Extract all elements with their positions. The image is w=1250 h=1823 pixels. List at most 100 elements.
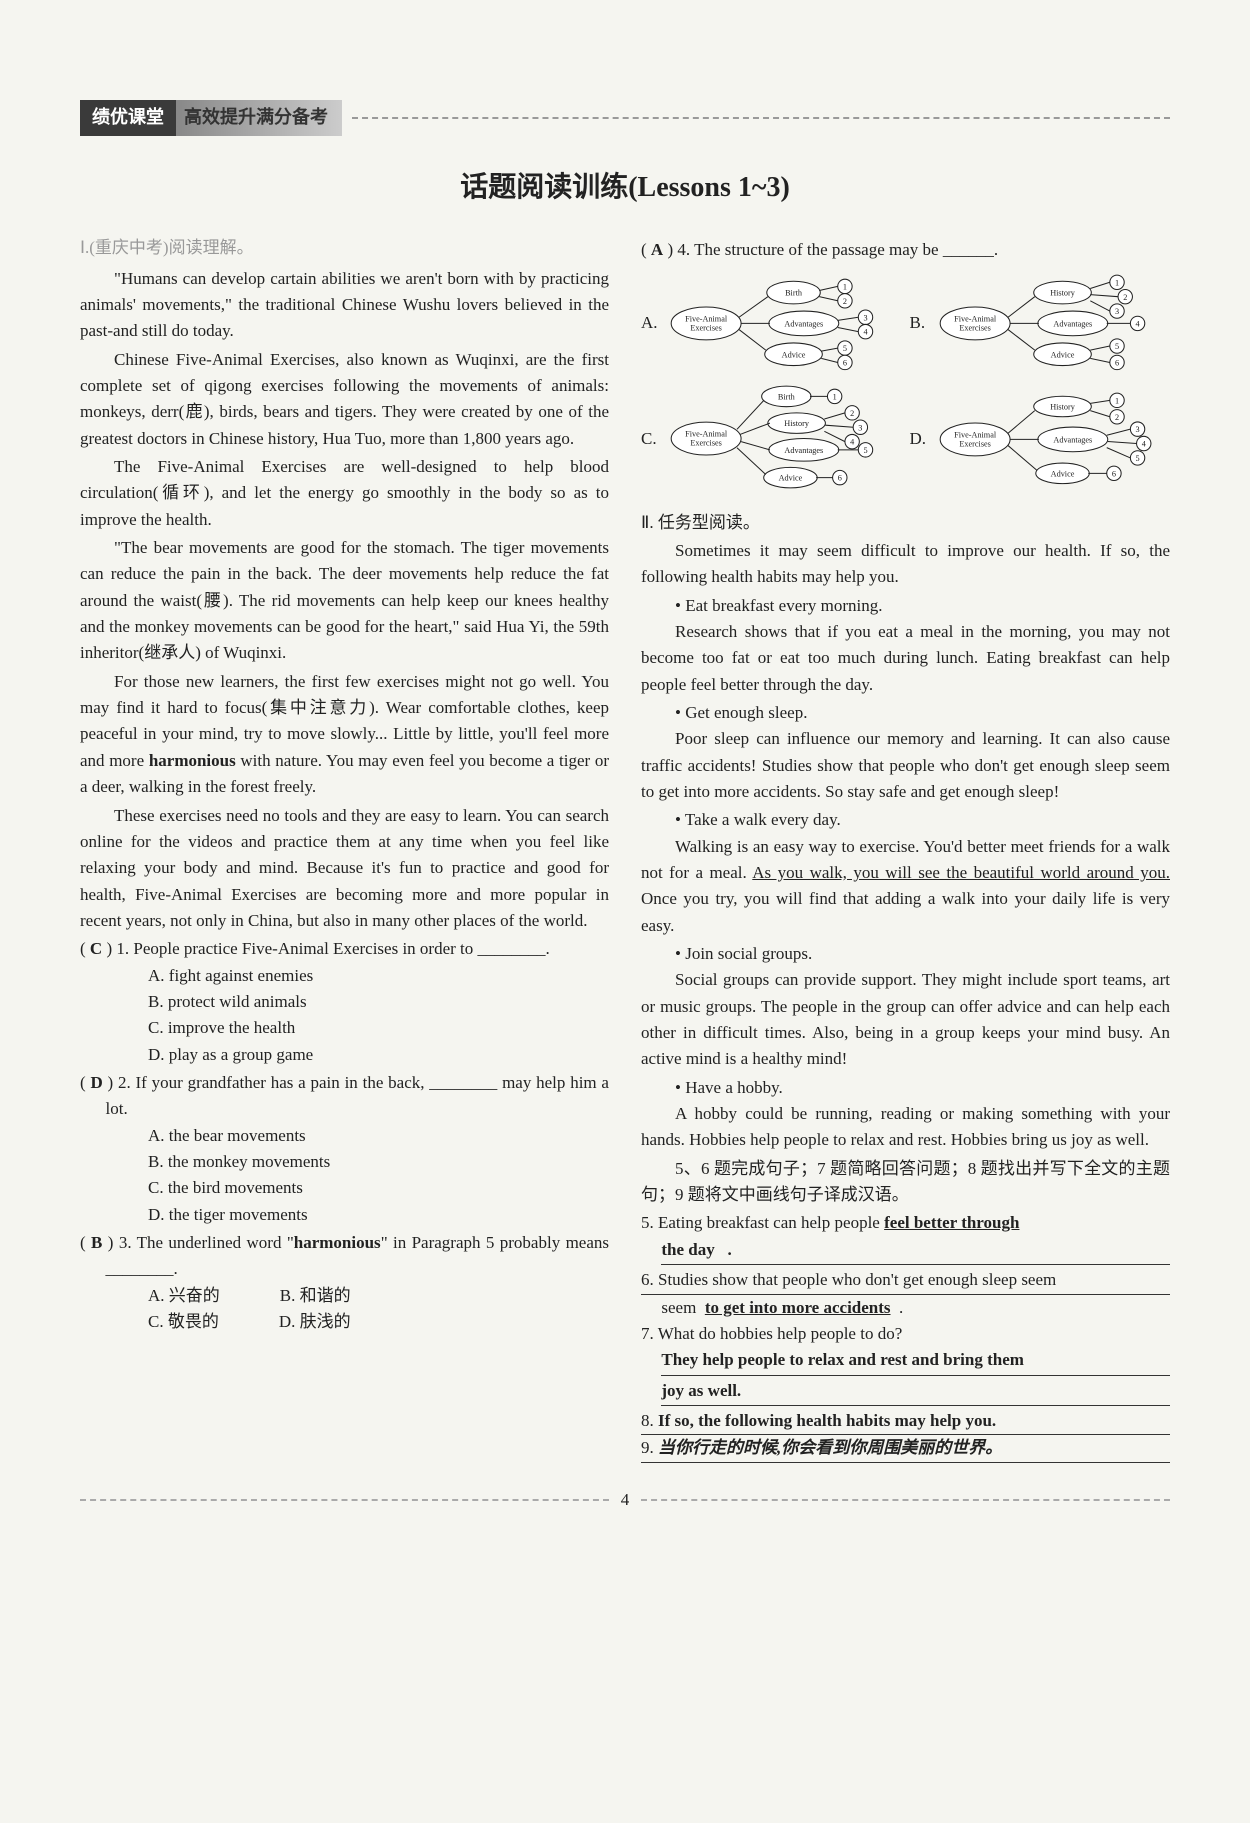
svg-text:Advice: Advice [1050, 350, 1074, 359]
svg-text:5: 5 [863, 446, 867, 455]
diagram-a: A. [641, 272, 902, 375]
diag-a-label: A. [641, 310, 665, 336]
svg-text:Exercises: Exercises [959, 439, 991, 448]
q3-opt-d: D. 肤浅的 [279, 1309, 351, 1335]
bullet-3: • Take a walk every day. [641, 807, 1170, 833]
svg-text:4: 4 [863, 327, 867, 336]
question-6: 6. Studies show that people who don't ge… [641, 1267, 1170, 1294]
svg-text:Exercises: Exercises [690, 439, 722, 448]
left-column: Ⅰ.(重庆中考)阅读理解。 "Humans can develop cartai… [80, 235, 609, 1462]
footer-rule-left [80, 1499, 609, 1501]
q2-opt-d: D. the tiger movements [148, 1202, 609, 1228]
p5-bold: harmonious [149, 751, 236, 770]
svg-text:3: 3 [1135, 425, 1139, 434]
svg-text:Birth: Birth [785, 288, 802, 297]
diag-c-svg: Five-AnimalExercises Birth History Advant… [665, 382, 902, 495]
svg-text:2: 2 [850, 409, 854, 418]
question-1: ( C ) 1. People practice Five-Animal Exe… [106, 936, 610, 962]
svg-text:History: History [784, 420, 810, 429]
bullet-1: • Eat breakfast every morning. [641, 593, 1170, 619]
passage-p3: The Five-Animal Exercises are well-desig… [80, 454, 609, 533]
r-p6: A hobby could be running, reading or mak… [641, 1101, 1170, 1154]
q5-ans2: the day . [661, 1237, 1170, 1265]
q5-ans1: feel better through [884, 1213, 1019, 1232]
q3-opt-c: C. 敬畏的 [148, 1309, 219, 1335]
q5-stem: 5. Eating breakfast can help people [641, 1213, 884, 1232]
r-p1: Sometimes it may seem difficult to impro… [641, 538, 1170, 591]
q8-num: 8. [641, 1411, 658, 1430]
svg-text:Advantages: Advantages [784, 319, 823, 328]
svg-text:Birth: Birth [778, 393, 795, 402]
svg-text:2: 2 [843, 296, 847, 305]
diagram-b: B. [910, 272, 1171, 375]
svg-text:4: 4 [850, 438, 854, 447]
passage-p6: These exercises need no tools and they a… [80, 803, 609, 935]
r-p4b: Once you try, you will find that adding … [641, 889, 1170, 934]
question-4: ( A ) 4. The structure of the passage ma… [667, 237, 1171, 263]
svg-text:Advice: Advice [1050, 469, 1074, 478]
svg-text:1: 1 [843, 282, 847, 291]
q6-line2: seem to get into more accidents . [661, 1295, 1170, 1321]
q1-opt-c: C. improve the health [148, 1015, 609, 1041]
right-column: ( A ) 4. The structure of the passage ma… [641, 235, 1170, 1462]
footer-rule-right [641, 1499, 1170, 1501]
svg-text:Five-Animal: Five-Animal [954, 314, 997, 323]
svg-text:1: 1 [1114, 396, 1118, 405]
svg-text:2: 2 [1123, 292, 1127, 301]
passage-p5: For those new learners, the first few ex… [80, 669, 609, 801]
bullet-2: • Get enough sleep. [641, 700, 1170, 726]
diag-a-svg: Five-AnimalExercises BirthAdvantagesAdvi… [665, 272, 902, 375]
question-3: ( B ) 3. The underlined word "harmonious… [106, 1230, 610, 1283]
q9-num: 9. [641, 1438, 658, 1457]
header-rule [352, 117, 1170, 119]
q2-opt-c: C. the bird movements [148, 1175, 609, 1201]
svg-text:Five-Animal: Five-Animal [954, 430, 997, 439]
section-2-label: Ⅱ. 任务型阅读。 [641, 510, 1170, 536]
passage-p2: Chinese Five-Animal Exercises, also know… [80, 347, 609, 452]
structure-diagrams: A. [641, 272, 1170, 496]
header-bar: 绩优课堂 高效提升满分备考 [80, 100, 1170, 136]
q3-answer: B [91, 1233, 102, 1252]
q9-ans: 当你行走的时候,你会看到你周围美丽的世界。 [658, 1438, 1002, 1457]
question-8: 8. If so, the following health habits ma… [641, 1408, 1170, 1435]
q3-stem-bold: harmonious [294, 1233, 381, 1252]
svg-text:History: History [1050, 402, 1076, 411]
section-1-label: Ⅰ.(重庆中考)阅读理解。 [80, 235, 609, 261]
diagram-d: D. [910, 382, 1171, 495]
q3-stem-a: 3. The underlined word " [119, 1233, 294, 1252]
q1-answer: C [90, 939, 102, 958]
q2-stem: 2. If your grandfather has a pain in the… [106, 1073, 609, 1118]
bullet-4: • Join social groups. [641, 941, 1170, 967]
q2-opt-b: B. the monkey movements [148, 1149, 609, 1175]
q4-stem: 4. The structure of the passage may be _… [677, 240, 998, 259]
svg-text:Advantages: Advantages [784, 446, 823, 455]
q4-answer: A [651, 240, 663, 259]
q1-stem: 1. People practice Five-Animal Exercises… [116, 939, 549, 958]
q1-opt-d: D. play as a group game [148, 1042, 609, 1068]
svg-text:Five-Animal: Five-Animal [685, 314, 728, 323]
svg-text:6: 6 [838, 474, 842, 483]
svg-text:Five-Animal: Five-Animal [685, 430, 728, 439]
q8-ans: If so, the following health habits may h… [658, 1411, 996, 1430]
q2-opt-a: A. the bear movements [148, 1123, 609, 1149]
page-title: 话题阅读训练(Lessons 1~3) [80, 166, 1170, 209]
q7-ans2: joy as well. [661, 1378, 1170, 1406]
r-p4-underline: As you walk, you will see the beautiful … [752, 863, 1170, 882]
q6-ans: to get into more accidents [705, 1298, 891, 1317]
svg-text:Exercises: Exercises [959, 323, 991, 332]
diagram-c: C. [641, 382, 902, 495]
svg-text:3: 3 [863, 313, 867, 322]
q1-opt-a: A. fight against enemies [148, 963, 609, 989]
svg-text:3: 3 [1114, 307, 1118, 316]
q1-opt-b: B. protect wild animals [148, 989, 609, 1015]
diag-b-svg: Five-AnimalExercises HistoryAdvantagesAd… [934, 272, 1171, 375]
diag-d-label: D. [910, 426, 934, 452]
q6-stem: 6. Studies show that people who don't ge… [641, 1270, 1056, 1289]
page-number: 4 [621, 1487, 630, 1513]
svg-text:Advice: Advice [779, 474, 803, 483]
question-2: ( D ) 2. If your grandfather has a pain … [106, 1070, 610, 1123]
svg-text:6: 6 [1111, 469, 1115, 478]
bullet-5: • Have a hobby. [641, 1075, 1170, 1101]
q3-opt-a: A. 兴奋的 [148, 1283, 220, 1309]
content-columns: Ⅰ.(重庆中考)阅读理解。 "Humans can develop cartai… [80, 235, 1170, 1462]
